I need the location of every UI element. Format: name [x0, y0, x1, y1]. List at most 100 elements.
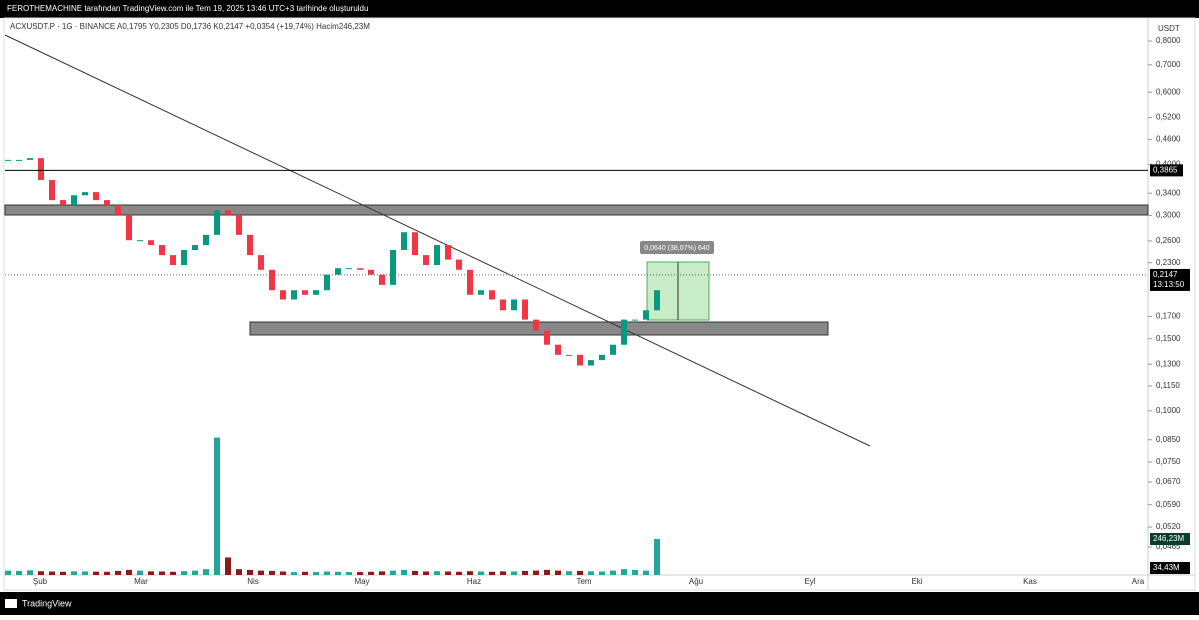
- logo: [5, 599, 17, 608]
- y-tick-label: 0,7000: [1156, 60, 1181, 69]
- candle: [93, 192, 99, 201]
- candle: [82, 192, 88, 196]
- volume-bar: [346, 572, 352, 575]
- volume-bar: [181, 571, 187, 575]
- candle: [192, 245, 198, 251]
- brand: TradingView: [22, 598, 72, 608]
- candle: [500, 299, 506, 311]
- candle: [511, 299, 517, 311]
- y-tick-label: 0,1150: [1156, 381, 1180, 390]
- candle: [27, 158, 33, 160]
- frame: [3, 17, 1196, 591]
- volume-bar: [137, 570, 143, 575]
- volume-bar: [104, 571, 110, 575]
- candle: [379, 274, 385, 285]
- volume-bar: [60, 571, 66, 575]
- y-tick-label: 0,4600: [1156, 135, 1181, 144]
- volume-bar: [159, 571, 165, 575]
- volume-bar: [478, 571, 484, 575]
- volume-bar: [27, 570, 33, 575]
- candle: [335, 268, 341, 275]
- candle: [445, 245, 451, 260]
- volume-bar: [500, 571, 506, 575]
- y-tick-label: 0,0670: [1156, 477, 1181, 486]
- x-tick-label: Eyl: [804, 577, 815, 586]
- candle: [225, 210, 231, 215]
- volume-bar: [126, 569, 132, 575]
- zone: [4, 204, 1149, 216]
- volume-bar: [434, 571, 440, 575]
- volume-bar: [203, 569, 209, 575]
- candle: [126, 214, 132, 241]
- y-tick-label: 0,1700: [1156, 312, 1181, 321]
- volume-bar: [467, 571, 473, 575]
- candle: [390, 250, 396, 285]
- volume-bar: [555, 570, 561, 575]
- currency: USDT: [1158, 24, 1180, 33]
- volume-bar: [357, 572, 363, 575]
- candle: [115, 205, 121, 215]
- price-badge: [1150, 164, 1183, 177]
- symbol-info: ACXUSDT.P · 1G · BINANCE A0,1795 Y0,2305…: [10, 22, 370, 31]
- y-tick-label: 0,0520: [1156, 522, 1181, 531]
- x-tick-label: Şub: [33, 577, 48, 586]
- volume-bar: [632, 569, 638, 575]
- volume-bar: [445, 571, 451, 575]
- volume-bar: [511, 571, 517, 575]
- volume-bar: [291, 572, 297, 575]
- candle: [533, 319, 539, 331]
- volume-bar: [82, 571, 88, 575]
- candle: [434, 245, 440, 266]
- candle: [357, 268, 363, 270]
- candle: [368, 269, 374, 275]
- candle: [16, 159, 22, 161]
- volume-bar: [236, 569, 242, 575]
- volume-bar: [335, 571, 341, 575]
- candle: [159, 245, 165, 256]
- y-tick-label: 0,0750: [1156, 457, 1181, 466]
- x-tick-label: Nis: [247, 577, 259, 586]
- volume-bar: [280, 571, 286, 575]
- candle: [401, 232, 407, 251]
- volume-badge: [1150, 533, 1190, 545]
- volume-bar: [71, 571, 77, 575]
- volume-bar: [566, 571, 572, 575]
- volume-bar: [654, 539, 660, 575]
- candle: [170, 255, 176, 266]
- y-tick-label: 0,1000: [1156, 406, 1181, 415]
- volume-bar: [192, 570, 198, 575]
- volume-bar: [643, 570, 649, 575]
- volume-bar: [5, 570, 11, 575]
- candle: [346, 268, 352, 270]
- x-tick-label: Ara: [1132, 577, 1145, 586]
- candle: [214, 210, 220, 235]
- volume-bar: [401, 569, 407, 575]
- candle: [489, 290, 495, 300]
- candle: [632, 319, 638, 321]
- y-tick-label: 0,3000: [1156, 211, 1181, 220]
- volume-bar: [368, 571, 374, 575]
- candle: [302, 290, 308, 295]
- volume-bar: [379, 571, 385, 575]
- candle: [203, 234, 209, 246]
- volume-bar: [423, 571, 429, 575]
- candle: [269, 269, 275, 291]
- y-tick-label: 0,6000: [1156, 87, 1181, 96]
- candle: [38, 158, 44, 181]
- candle: [588, 360, 594, 366]
- candle: [148, 240, 154, 246]
- measure-label: 0,0640 (38,07%) 640: [644, 245, 709, 252]
- candle: [566, 354, 572, 356]
- volume-bar: [269, 570, 275, 575]
- y-tick-label: 0,2600: [1156, 236, 1181, 245]
- y-tick-label: 0,0590: [1156, 500, 1181, 509]
- volume-bar: [115, 570, 121, 575]
- candle: [181, 250, 187, 266]
- candle: [247, 234, 253, 256]
- volume-bar: [148, 571, 154, 575]
- trend-line: [4, 34, 871, 447]
- x-tick-label: Haz: [467, 577, 481, 586]
- candle: [456, 259, 462, 270]
- candle: [544, 330, 550, 345]
